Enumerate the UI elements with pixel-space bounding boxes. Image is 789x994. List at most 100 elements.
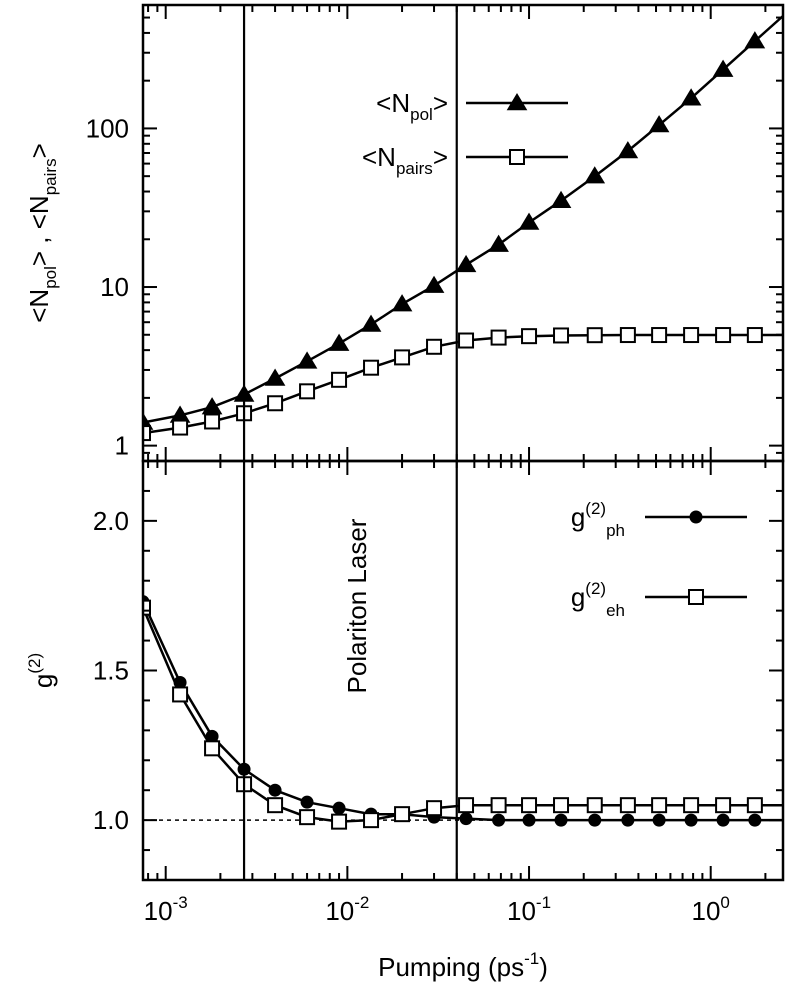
top-legend-marker-2	[509, 149, 525, 165]
top-series-2-point-5	[267, 395, 284, 412]
bottom-series-1-point-16	[621, 813, 635, 827]
top-series-1-point-16	[617, 141, 639, 159]
bottom-series-1-point-11	[459, 812, 473, 826]
top-series-2-point-2	[172, 419, 189, 436]
bottom-series-1-point-6	[300, 795, 314, 809]
top-series-2-point-12	[490, 329, 507, 346]
bottom-series-2-point-9	[394, 806, 411, 823]
top-legend-marker-1	[506, 93, 528, 111]
top-legend-label-1: <Npol>	[376, 88, 448, 124]
bottom-y-axis-label: g(2)	[25, 653, 58, 688]
bottom-series-1-point-18	[684, 813, 698, 827]
top-series-1-point-6	[296, 351, 318, 369]
top-series-2-point-16	[619, 327, 636, 344]
bottom-series-2-point-12	[490, 797, 507, 814]
top-series-1-point-11	[455, 254, 477, 273]
top-series-1-point-17	[648, 115, 670, 133]
top-series-1-point-15	[584, 166, 606, 184]
bottom-series-1-point-17	[652, 813, 666, 827]
top-series-1-point-5	[264, 368, 286, 386]
top-series-2-point-17	[651, 327, 668, 344]
top-series-1-point-20	[744, 31, 766, 49]
top-series-2-point-8	[363, 359, 380, 376]
bottom-series-1-point-12	[492, 813, 506, 827]
top-y-axis-label: <Npol> , <Npairs>	[24, 143, 60, 323]
top-ytick-label-3: 100	[86, 113, 129, 143]
top-series-2-point-6	[299, 383, 316, 400]
top-series-2-point-11	[458, 332, 475, 349]
top-series-2-point-18	[683, 327, 700, 344]
bottom-series-2-point-17	[651, 797, 668, 814]
bottom-plot-area	[143, 595, 783, 830]
bottom-panel: 1.0 1.5 2.0 Polariton Laser g(2)ph g(2)eh	[93, 460, 783, 881]
xtick-label-3: 10-1	[507, 893, 551, 926]
top-series-1-point-3	[201, 397, 223, 415]
top-plot-area	[143, 15, 783, 442]
top-series-1-point-9	[391, 294, 413, 312]
bottom-legend-marker-1	[689, 510, 703, 524]
bottom-legend-label-2: g(2)eh	[571, 579, 625, 620]
top-panel: 1 10 100 <Npol> <Npairs>	[86, 4, 783, 462]
bottom-legend-marker-2	[688, 589, 704, 605]
xtick-label-4: 100	[692, 893, 730, 926]
xtick-label-2: 10-2	[325, 893, 369, 926]
bottom-series-2-point-7	[331, 813, 348, 830]
bottom-series-2-point-8	[363, 812, 380, 829]
bottom-series-1-point-3	[205, 729, 219, 743]
vertical-lines	[242, 5, 458, 880]
panel-frames	[141, 3, 785, 882]
bottom-legend-label-1: g(2)ph	[571, 499, 625, 540]
bottom-series-1-point-5	[268, 783, 282, 797]
top-series-1-line	[143, 15, 783, 424]
bottom-ytick-label-2: 1.5	[93, 656, 129, 686]
bottom-series-2-point-6	[299, 809, 316, 826]
axis-labels: 10-3 10-2 10-1 100 Pumping (ps-1) <Npol> , <N…	[24, 143, 730, 982]
bottom-series-2-point-16	[619, 797, 636, 814]
top-ytick-label-2: 10	[100, 272, 129, 302]
bottom-series-1-point-19	[716, 813, 730, 827]
top-panel-frame	[141, 3, 785, 463]
top-series-1-point-12	[488, 234, 509, 252]
bottom-series-2-point-2	[172, 686, 189, 703]
bottom-series-2-point-18	[683, 797, 700, 814]
top-series-2-point-1	[143, 425, 151, 442]
top-series-1-point-10	[423, 275, 445, 293]
top-series-2-point-9	[394, 349, 411, 366]
top-series-2-point-13	[521, 328, 538, 345]
bottom-series-1-point-20	[748, 813, 762, 827]
bottom-series-2-point-1	[143, 599, 151, 616]
top-series-1-point-14	[550, 190, 572, 208]
top-ytick-label-1: 1	[115, 431, 129, 461]
bottom-ytick-label-1: 1.0	[93, 805, 129, 835]
bottom-series-2-point-15	[586, 797, 603, 814]
top-series-2-point-20	[746, 327, 763, 344]
bottom-panel-frame	[141, 459, 785, 882]
bottom-series-2-point-13	[521, 797, 538, 814]
top-legend-label-2: <Npairs>	[362, 142, 448, 178]
bottom-series-1-point-14	[554, 813, 568, 827]
top-series-2-point-3	[204, 413, 221, 430]
top-series-2-point-14	[553, 327, 570, 344]
top-series-1-point-18	[680, 88, 702, 106]
bottom-series-2-point-11	[458, 797, 475, 814]
top-series-1-point-13	[518, 212, 540, 230]
bottom-series-1-point-7	[332, 801, 346, 815]
top-series-1-point-8	[360, 314, 382, 332]
bottom-series-1-point-15	[588, 813, 602, 827]
bottom-series-2-point-3	[204, 740, 221, 757]
top-series-2-point-7	[331, 371, 348, 388]
top-series-2-point-15	[586, 327, 603, 344]
top-series-2-point-10	[426, 338, 443, 355]
bottom-series-2-point-20	[746, 797, 763, 814]
top-series-1-point-7	[328, 333, 350, 351]
bottom-series-2-point-10	[426, 800, 443, 817]
bottom-series-2-point-19	[715, 797, 732, 814]
top-series-2-point-19	[715, 327, 732, 344]
bottom-series-2-point-5	[267, 797, 284, 814]
bottom-series-1-point-13	[522, 813, 536, 827]
polariton-laser-annotation: Polariton Laser	[342, 518, 372, 693]
xtick-label-1: 10-3	[144, 893, 188, 926]
top-series-1-point-19	[712, 59, 734, 77]
bottom-ytick-label-3: 2.0	[93, 506, 129, 536]
